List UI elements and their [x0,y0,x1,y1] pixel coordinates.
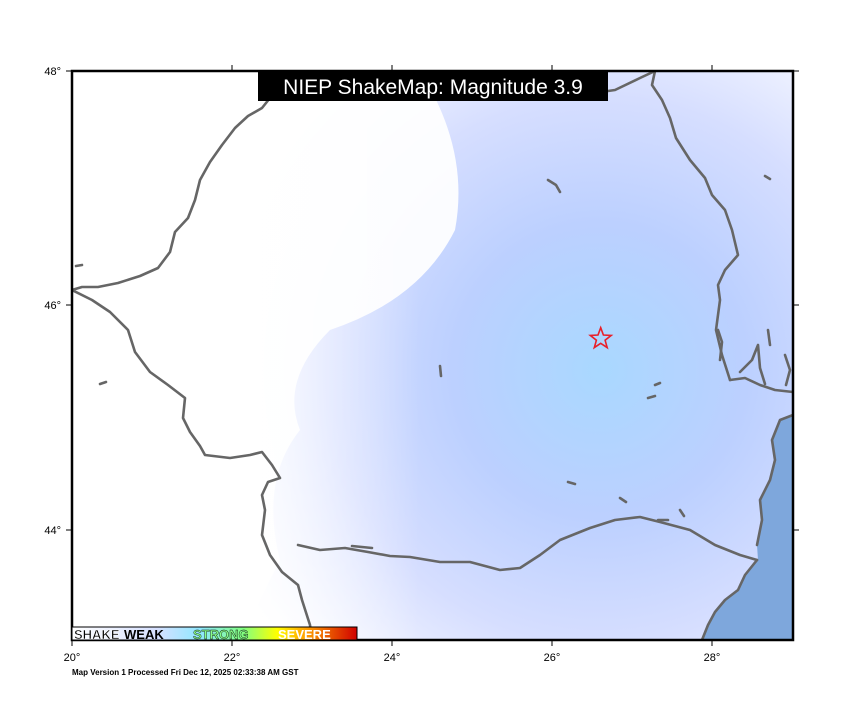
y-tick-label: 44° [44,525,61,537]
epicenter-star-icon [588,325,614,350]
title-box [258,71,608,101]
y-tick-label: 48° [44,66,61,78]
border-moldova [650,71,740,382]
y-tick-label: 46° [44,300,61,312]
tick-marks [66,65,799,646]
map-area [72,71,793,640]
legend-label-shake: SHAKE [74,627,120,642]
x-tick-label: 24° [384,652,401,664]
delta-lake [738,343,767,386]
delta [728,376,793,394]
map-title: NIEP ShakeMap: Magnitude 3.9 [283,76,583,99]
black-sea [702,415,793,640]
borders [72,71,793,640]
legend-bar [72,627,357,640]
intensity-legend: SHAKE WEAK STRONG SEVERE [71,626,358,642]
legend-label-weak: WEAK [124,627,164,642]
x-tick-label: 28° [704,652,721,664]
coast-east [755,413,793,547]
border-west [72,288,314,640]
x-tick-label: 22° [224,652,241,664]
border-north-west [72,96,272,292]
legend-label-severe: SEVERE [278,627,331,642]
legend-label-strong: STRONG [193,627,249,642]
x-tick-label: 20° [64,652,81,664]
coast-south [700,558,759,640]
map-version-footer: Map Version 1 Processed Fri Dec 12, 2025… [72,668,299,677]
x-tick-label: 26° [544,652,561,664]
border-danube [296,515,759,572]
